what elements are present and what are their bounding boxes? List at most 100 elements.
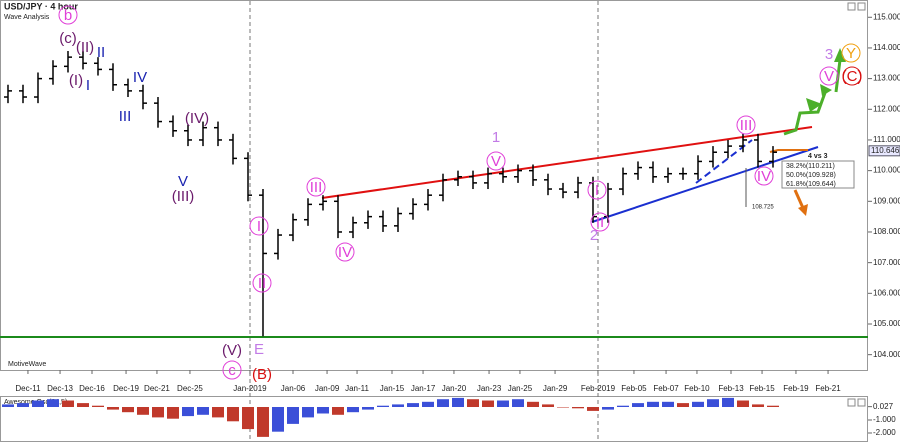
x-tick-label: Jan-20 [442, 384, 467, 393]
osc-bar [136, 407, 149, 415]
osc-bar [677, 403, 690, 408]
x-tick-label: Feb-07 [653, 384, 679, 393]
x-tick-label: Jan-2019 [233, 384, 267, 393]
osc-bar [752, 404, 765, 408]
osc-bar [737, 400, 750, 408]
wave-circle [335, 242, 355, 262]
bearish-projection [793, 189, 805, 209]
osc-bar [497, 400, 510, 408]
x-tick-label: Jan-23 [477, 384, 502, 393]
osc-bar [437, 399, 450, 408]
toolbar-button[interactable] [847, 2, 856, 11]
wave-label: (IV) [185, 110, 209, 127]
x-tick-label: Jan-11 [345, 384, 369, 393]
wave-circle [590, 212, 610, 232]
osc-bar [301, 407, 314, 418]
wave-circle [842, 66, 862, 86]
x-tick-label: Jan-17 [411, 384, 436, 393]
osc-bar [46, 399, 59, 408]
osc-bar [722, 397, 735, 408]
wave-label: IV [133, 69, 147, 86]
y-tick-label: 106.000 [873, 288, 900, 297]
wave-circle [486, 151, 506, 171]
x-tick-label: Dec-11 [15, 384, 41, 393]
y-tick-label: 113.000 [873, 74, 900, 83]
wave-label: (II) [76, 39, 94, 56]
osc-bar [211, 407, 224, 418]
y-tick-label: 105.000 [873, 319, 900, 328]
x-tick-label: Dec-16 [79, 384, 105, 393]
y-tick-label: 112.000 [873, 104, 900, 113]
osc-bar [241, 407, 254, 430]
wave-circle [306, 177, 326, 197]
wave-label: Y [846, 45, 856, 62]
wave-label: I [257, 218, 261, 235]
osc-bar [76, 403, 89, 408]
osc-tick-label: 0.027 [873, 402, 894, 411]
osc-bar [632, 403, 645, 408]
x-tick-label: Feb-2019 [581, 384, 616, 393]
wave-label: (III) [172, 188, 195, 205]
osc-bar [286, 407, 299, 424]
osc-bar [452, 397, 465, 408]
wave-label: III [740, 117, 753, 134]
wave-label: 1 [492, 129, 500, 146]
osc-bar [527, 401, 540, 408]
osc-bar [316, 407, 329, 414]
x-tick-label: Feb-10 [684, 384, 710, 393]
y-tick-label: 110.000 [873, 166, 900, 175]
osc-bar [16, 403, 29, 408]
toolbar-button[interactable] [857, 398, 866, 407]
osc-bar [1, 404, 14, 408]
y-tick-label: 104.000 [873, 350, 900, 359]
osc-bar [196, 407, 209, 415]
wave-label: (I) [69, 72, 83, 89]
arrowhead [806, 98, 822, 112]
x-tick-label: Feb-19 [783, 384, 809, 393]
x-tick-label: Jan-09 [315, 384, 340, 393]
wave-label: V [824, 68, 834, 85]
wave-label: 2 [590, 227, 598, 244]
wave-label: b [64, 7, 72, 24]
osc-bar [121, 407, 134, 413]
target-label: 108.725 [752, 205, 774, 211]
fib-level: 50.0%(109.928) [786, 172, 836, 179]
osc-tick-label: -1.000 [873, 415, 896, 424]
osc-bar [256, 407, 269, 437]
osc-bar [482, 400, 495, 408]
osc-bar [151, 407, 164, 418]
wave-label: (B) [252, 366, 272, 383]
wave-label: III [310, 179, 323, 196]
y-tick-label: 109.000 [873, 196, 900, 205]
x-tick-label: Jan-29 [543, 384, 568, 393]
osc-bar [106, 407, 119, 410]
osc-bar [572, 407, 585, 409]
osc-bar [542, 404, 555, 408]
last-price-label: 110.646 [871, 146, 900, 155]
osc-bar [602, 407, 615, 410]
osc-bar [61, 400, 74, 408]
osc-bar [406, 403, 419, 408]
last-price-tag [868, 145, 900, 157]
osc-bar [617, 405, 630, 408]
chart-subtitle: Wave Analysis [4, 14, 50, 21]
x-tick-label: Feb-13 [718, 384, 744, 393]
wave-label: IV [338, 244, 352, 261]
fib-box [781, 160, 855, 189]
toolbar-button[interactable] [847, 398, 856, 407]
osc-bar [331, 407, 344, 415]
toolbar-button[interactable] [857, 2, 866, 11]
osc-bar [662, 401, 675, 408]
wave-label: (V) [222, 342, 242, 359]
y-tick-label: 111.000 [873, 135, 900, 144]
wave-label: V [178, 173, 188, 190]
osc-bar [587, 407, 600, 411]
resistance-trendline [321, 126, 813, 199]
x-tick-label: Dec-19 [113, 384, 139, 393]
wave-label: III [119, 108, 132, 125]
chart-title: USD/JPY · 4 hour [4, 1, 78, 11]
arrowhead [820, 84, 832, 96]
osc-bar [647, 401, 660, 408]
fib-level: 61.8%(109.644) [786, 181, 836, 188]
fib-level: 38.2%(110.211) [786, 163, 835, 170]
